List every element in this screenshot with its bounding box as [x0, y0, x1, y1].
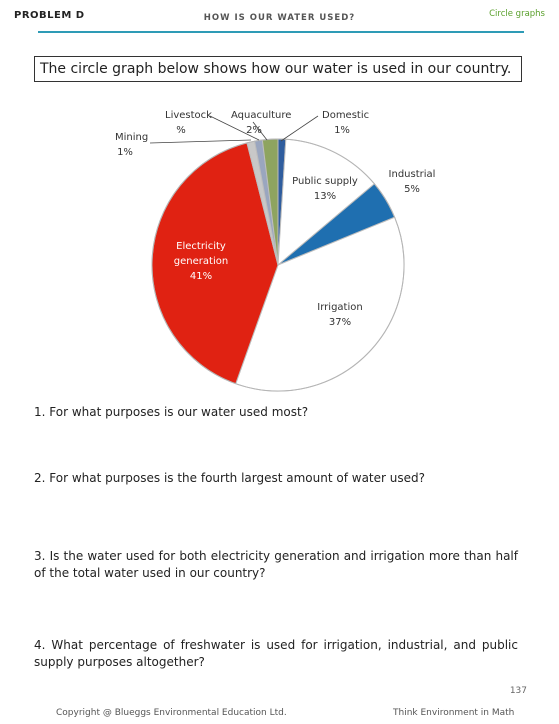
slice-label-domestic: Domestic [322, 110, 369, 121]
slice-value-mining: 1% [117, 147, 133, 158]
header-rule [38, 31, 524, 33]
question-1: 1. For what purposes is our water used m… [34, 405, 309, 419]
slice-label-electricity-generation: Electricity [176, 241, 226, 252]
slice-value-irrigation: 37% [329, 317, 351, 328]
page-number: 137 [509, 686, 527, 696]
topic-tag: Circle graphs [489, 9, 545, 19]
slice-label-electricity-generation: generation [174, 256, 228, 267]
slice-label-industrial: Industrial [389, 169, 436, 180]
pie-chart: Domestic 1% Public supply 13% Industrial 5% Ir… [115, 110, 436, 392]
slice-value-aquaculture: 2% [246, 125, 262, 136]
leader-line-mining [149, 139, 252, 144]
pie-outline [151, 138, 405, 392]
slice-label-public-supply: Public supply [292, 176, 358, 187]
slice-label-mining: Mining [115, 132, 148, 143]
question-4: 4. What percentage of freshwater is used… [34, 638, 518, 669]
question-3: 3. Is the water used for both electricit… [34, 549, 518, 580]
copyright-text: Copyright @ Blueggs Environmental Educat… [56, 708, 287, 718]
leader-line-domestic [280, 115, 319, 142]
slice-value-industrial: 5% [404, 184, 420, 195]
page-title: HOW IS OUR WATER USED? [203, 13, 356, 23]
series-title: Think Environment in Math [393, 708, 515, 718]
intro-box: The circle graph below shows how our wat… [34, 56, 522, 82]
slice-label-livestock: Livestock [165, 110, 212, 121]
problem-label: PROBLEM D [14, 10, 85, 21]
slice-value-domestic: 1% [334, 125, 350, 136]
leader-line-aquaculture [252, 121, 268, 141]
slice-label-aquaculture: Aquaculture [231, 110, 291, 121]
slice-value-livestock: % [176, 125, 186, 136]
slice-value-electricity-generation: 41% [190, 271, 212, 282]
question-2: 2. For what purposes is the fourth large… [34, 471, 425, 485]
leader-line-livestock [209, 115, 260, 141]
slice-label-irrigation: Irrigation [317, 302, 362, 313]
slice-value-public-supply: 13% [314, 191, 336, 202]
